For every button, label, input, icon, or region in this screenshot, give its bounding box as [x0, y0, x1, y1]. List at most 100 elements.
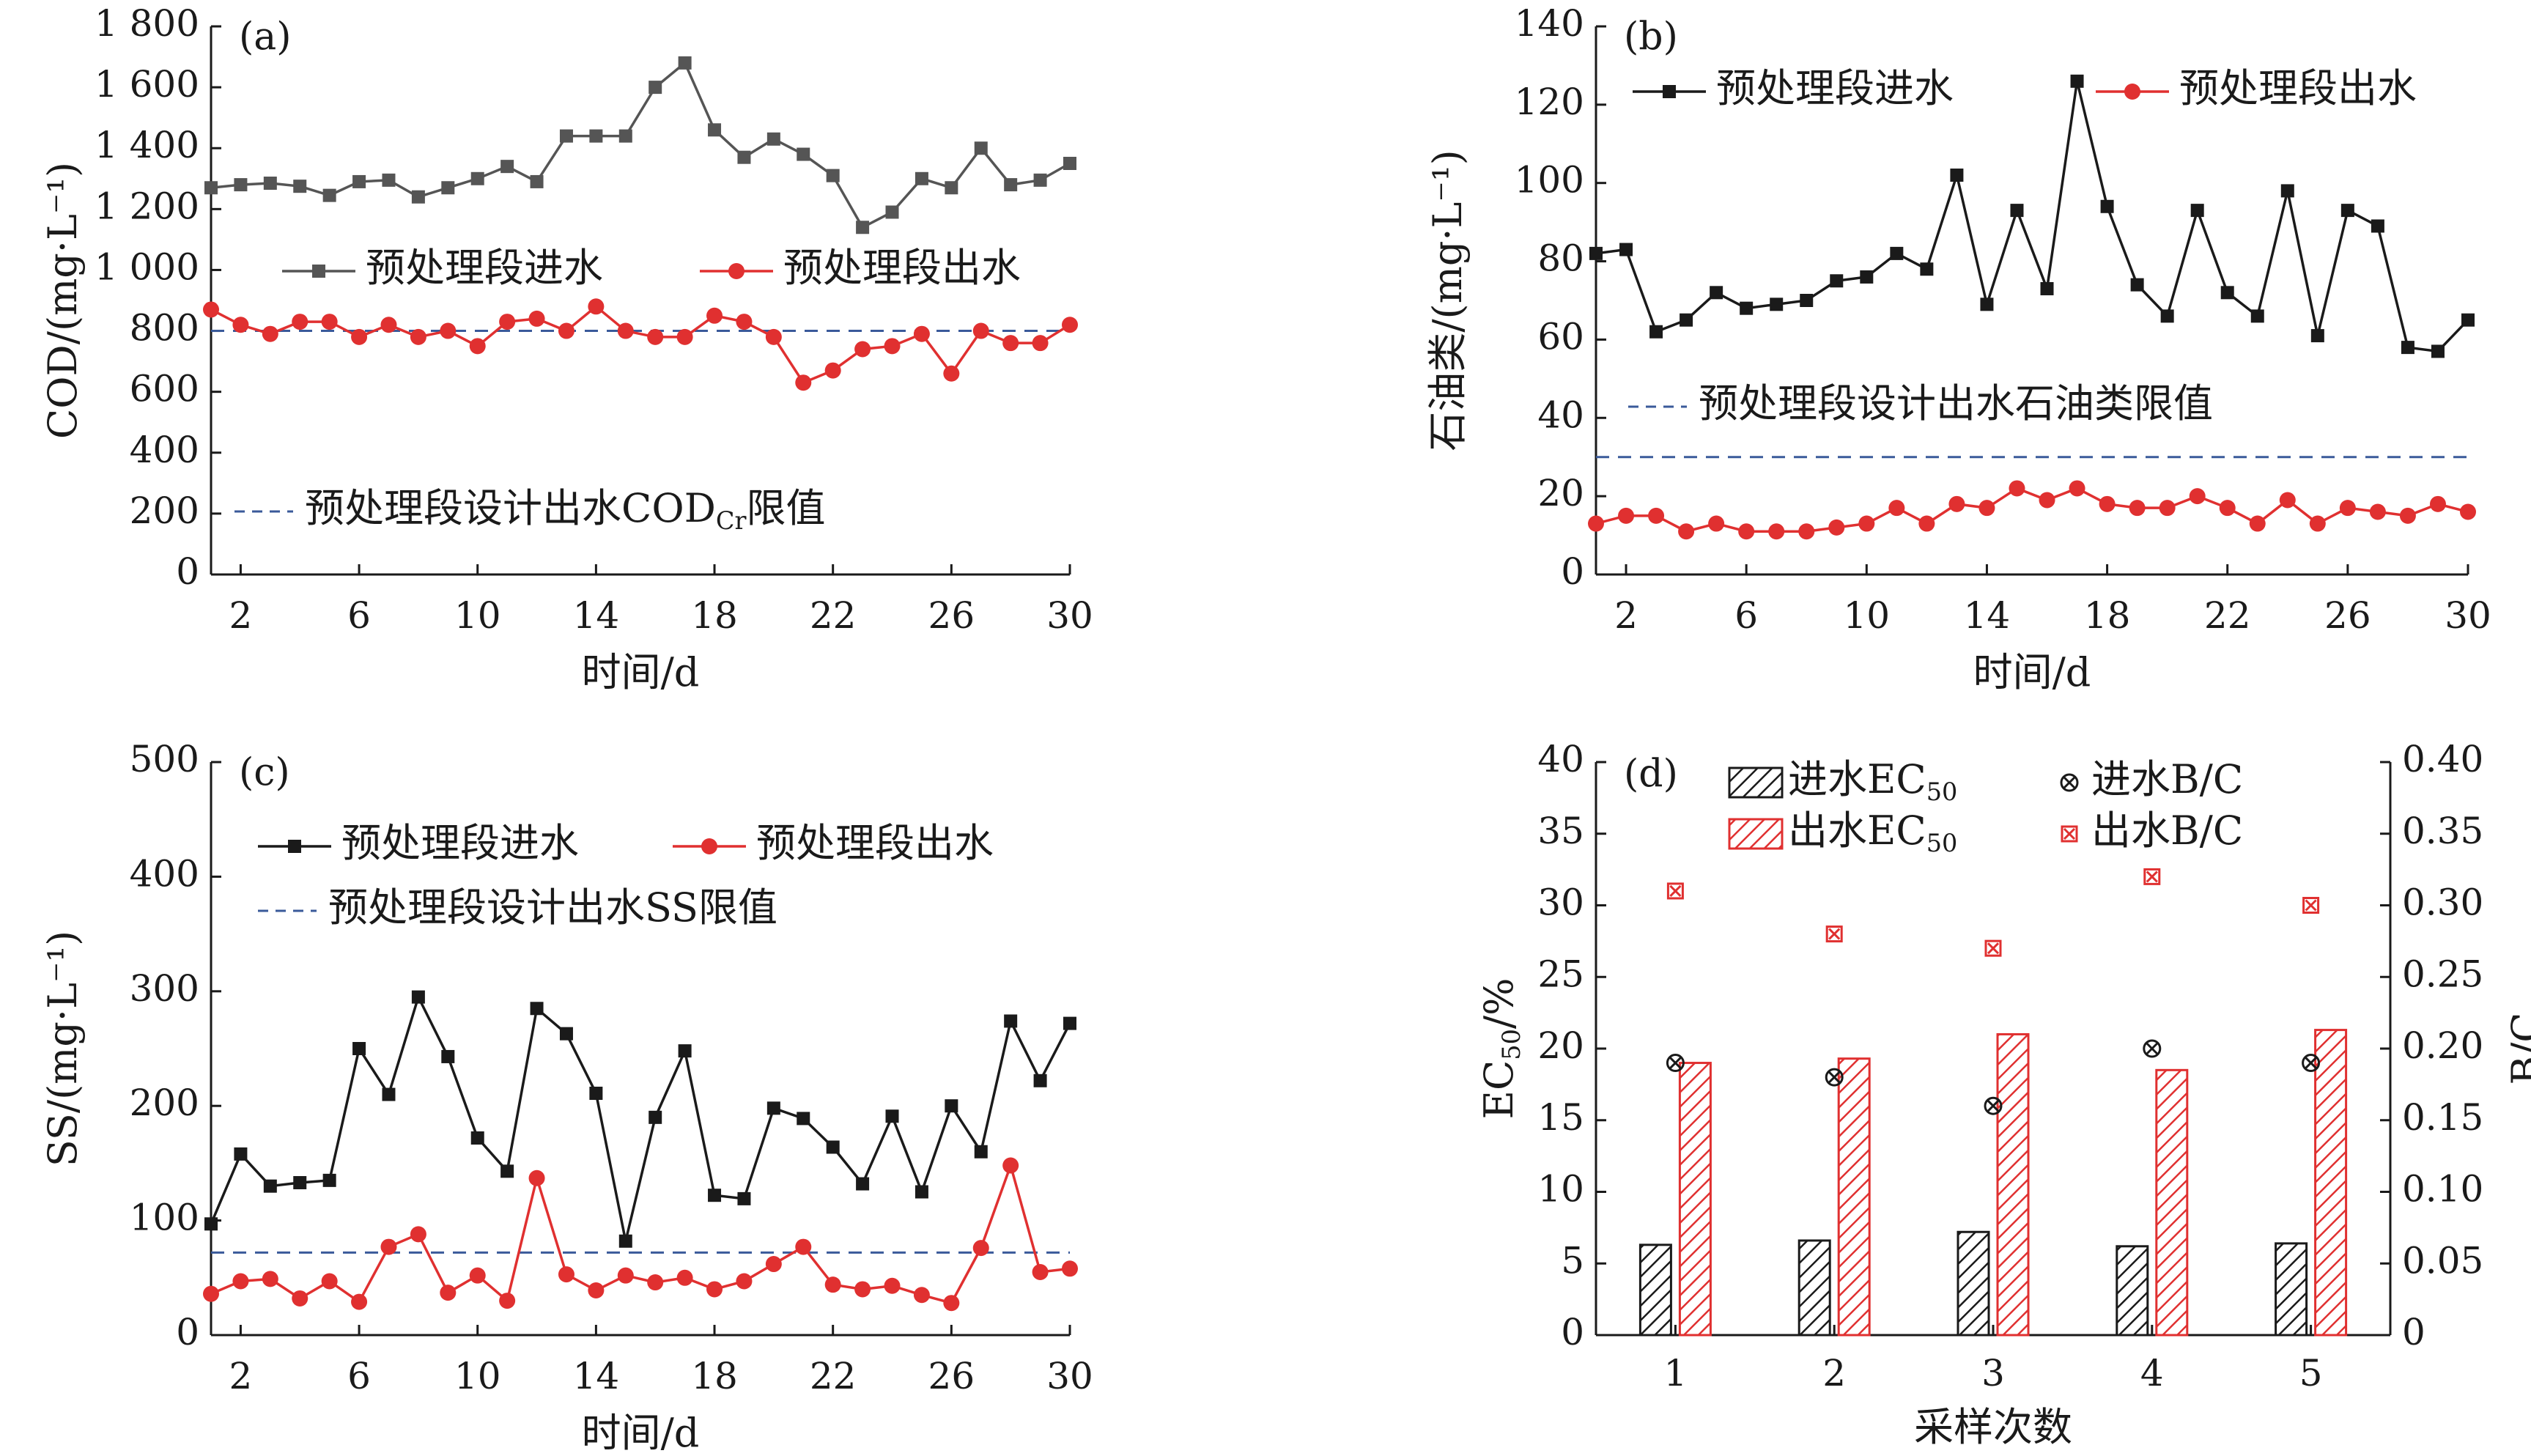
y-tick-label: 1 200	[95, 185, 199, 227]
data-point	[824, 362, 841, 379]
series-b-0	[1589, 74, 2475, 358]
data-point	[441, 1049, 455, 1063]
data-point	[559, 129, 573, 143]
data-point	[440, 322, 457, 339]
data-point	[203, 301, 219, 318]
y-tick-label: 800	[130, 307, 199, 350]
data-point	[737, 150, 751, 164]
data-point	[2100, 199, 2114, 213]
data-point	[945, 181, 958, 195]
legend-swatch-bar	[1728, 818, 1784, 850]
data-point	[1980, 298, 1994, 311]
data-point	[2310, 329, 2324, 343]
data-point	[293, 1175, 307, 1189]
legend-label: 进水B/C	[2091, 756, 2243, 802]
series-line	[210, 1161, 1071, 1305]
data-point	[2431, 344, 2445, 358]
data-point	[558, 1266, 574, 1283]
y-tick-label: 600	[130, 368, 199, 410]
x-tick-label: 6	[1734, 594, 1758, 637]
legend-limit-label: 预处理段设计出水CODCr限值	[305, 485, 826, 535]
data-point	[706, 1281, 723, 1298]
data-point	[589, 129, 603, 143]
y-tick-label: 25	[1537, 953, 1584, 995]
x-axis-label: 时间/d	[582, 649, 700, 695]
data-point	[885, 1109, 899, 1123]
data-point	[856, 221, 870, 234]
y-tick-label: 40	[1537, 738, 1584, 780]
y-tick-label: 40	[1537, 393, 1584, 436]
y-tick-label: 35	[1537, 810, 1584, 852]
data-point	[2280, 184, 2294, 198]
data-point	[204, 1217, 218, 1231]
data-point	[1680, 313, 1693, 327]
data-point	[854, 1281, 871, 1298]
data-point	[1798, 523, 1815, 540]
data-point	[500, 1164, 514, 1178]
data-point-box	[1825, 925, 1843, 943]
legend-limit-label-main: 预处理段设计出水SS限值	[328, 884, 777, 931]
data-point-stroke	[1828, 1071, 1841, 1084]
data-point	[2371, 219, 2384, 233]
x-tick-label: 6	[347, 594, 371, 637]
panel-label: (c)	[239, 751, 290, 795]
y-tick-label: 120	[1515, 81, 1584, 123]
y-right-tick-label: 0.20	[2402, 1024, 2483, 1067]
data-point	[1800, 294, 1814, 307]
data-point	[2399, 507, 2416, 524]
series-d-0	[1638, 1230, 2308, 1337]
y-axis-label-sub: 50	[1497, 1029, 1526, 1060]
data-point	[945, 1099, 958, 1113]
data-point	[618, 1234, 632, 1248]
y-axis-right-label: B/C	[2503, 1012, 2531, 1084]
legend-swatch-marker-box	[2061, 825, 2078, 843]
data-point	[1033, 1073, 1047, 1087]
data-point	[1032, 1263, 1049, 1280]
series-line	[210, 993, 1071, 1242]
data-point	[676, 328, 693, 345]
data-point	[2190, 204, 2204, 218]
y-tick-label: 100	[130, 1197, 199, 1239]
data-point	[2369, 503, 2386, 520]
panel-label: (a)	[239, 15, 292, 59]
data-point	[2460, 503, 2476, 520]
bar	[2155, 1068, 2189, 1337]
bar	[2275, 1242, 2308, 1337]
data-point	[2279, 492, 2296, 509]
bar	[1797, 1239, 1831, 1337]
data-point	[972, 322, 989, 339]
data-point	[203, 1285, 219, 1302]
data-point	[972, 1240, 989, 1257]
data-point	[1858, 515, 1875, 532]
y-tick-label: 200	[130, 1082, 199, 1124]
data-point	[382, 173, 396, 187]
data-point	[528, 1169, 545, 1186]
y-tick-label: 0	[1561, 1311, 1584, 1353]
data-point	[234, 1147, 248, 1161]
data-point-box	[1666, 882, 1684, 900]
chart-panel-d: 051015202530354000.050.100.150.200.250.3…	[1476, 738, 2531, 1450]
data-point	[736, 1273, 753, 1290]
y-tick-label: 15	[1537, 1096, 1584, 1139]
data-point	[765, 1256, 782, 1273]
data-point	[617, 1267, 634, 1284]
x-tick-label: 2	[1614, 594, 1638, 637]
panel-label: (d)	[1624, 753, 1678, 797]
x-axis-label: 时间/d	[1973, 649, 2091, 695]
y-right-tick-label: 0.05	[2402, 1239, 2483, 1282]
data-point	[2070, 74, 2084, 88]
legend-swatch-marker	[2060, 773, 2079, 792]
data-point	[649, 81, 662, 95]
data-point	[470, 1131, 484, 1145]
series-d-2	[1666, 1039, 2321, 1115]
legend-label-sub: 50	[1926, 829, 1958, 857]
bar	[2314, 1029, 2348, 1337]
legend-swatch-marker-stroke	[2063, 776, 2076, 789]
data-point	[2309, 515, 2326, 532]
y-tick-label: 400	[130, 852, 199, 895]
data-point	[470, 171, 484, 185]
data-point	[352, 174, 366, 188]
data-point	[410, 1226, 426, 1243]
panel-label: (b)	[1624, 15, 1678, 59]
